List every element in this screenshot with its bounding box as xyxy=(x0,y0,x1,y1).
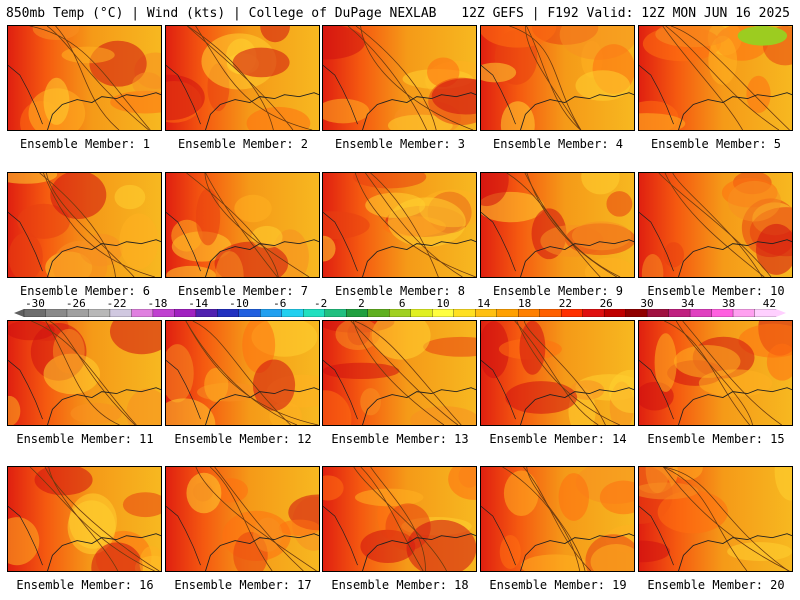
map-title: 850mb Temp (°C) | Wind (kts) | College o… xyxy=(6,6,437,21)
colorbar-swatch xyxy=(152,309,175,317)
colorbar-right-arrow xyxy=(776,309,786,317)
ensemble-member-label: Ensemble Member: 15 xyxy=(647,432,785,446)
ensemble-member-label: Ensemble Member: 16 xyxy=(16,578,154,592)
colorbar-swatch xyxy=(754,309,777,317)
ensemble-map-panel xyxy=(165,466,320,572)
colorbar-tick-label: -10 xyxy=(229,297,249,310)
ensemble-map-panel xyxy=(165,320,320,426)
ensemble-member-label: Ensemble Member: 14 xyxy=(489,432,627,446)
colorbar-left-arrow xyxy=(14,309,24,317)
colorbar-swatch xyxy=(518,309,541,317)
ensemble-map-panel xyxy=(480,466,635,572)
ensemble-member-label: Ensemble Member: 18 xyxy=(331,578,469,592)
ensemble-map-panel xyxy=(165,172,320,278)
ensemble-map-panel xyxy=(322,466,477,572)
ensemble-member-label: Ensemble Member: 19 xyxy=(489,578,627,592)
colorbar-tick-label: -22 xyxy=(106,297,127,310)
colorbar-swatch xyxy=(625,309,648,317)
ensemble-map-panel xyxy=(7,320,162,426)
colorbar-tick-label: 26 xyxy=(599,297,613,310)
colorbar-swatch xyxy=(389,309,412,317)
ensemble-member-label: Ensemble Member: 2 xyxy=(177,137,309,151)
colorbar-tick-label: 22 xyxy=(558,297,573,310)
colorbar-tick-label: 42 xyxy=(762,297,777,310)
ensemble-map-panel xyxy=(480,320,635,426)
ensemble-member-label: Ensemble Member: 7 xyxy=(177,284,309,298)
colorbar-tick-label: 38 xyxy=(721,297,736,310)
colorbar-tick-label: 18 xyxy=(517,297,532,310)
ensemble-member-label: Ensemble Member: 12 xyxy=(174,432,312,446)
colorbar-swatch xyxy=(260,309,283,317)
ensemble-member-label: Ensemble Member: 13 xyxy=(331,432,469,446)
colorbar-swatch xyxy=(410,309,433,317)
colorbar-swatch xyxy=(539,309,562,317)
colorbar-swatch xyxy=(496,309,519,317)
ensemble-member-label: Ensemble Member: 17 xyxy=(174,578,312,592)
ensemble-map-panel xyxy=(7,25,162,131)
ensemble-map-panel xyxy=(322,172,477,278)
ensemble-member-label: Ensemble Member: 6 xyxy=(19,284,151,298)
colorbar-swatch xyxy=(238,309,261,317)
ensemble-member-label: Ensemble Member: 11 xyxy=(16,432,154,446)
ensemble-map-panel xyxy=(480,25,635,131)
ensemble-map-panel xyxy=(480,172,635,278)
ensemble-map-panel xyxy=(322,25,477,131)
ensemble-member-label: Ensemble Member: 9 xyxy=(492,284,624,298)
ensemble-map-panel xyxy=(638,172,793,278)
colorbar-tick-label: -30 xyxy=(25,297,45,310)
ensemble-member-label: Ensemble Member: 8 xyxy=(334,284,466,298)
colorbar-swatch xyxy=(646,309,670,317)
ensemble-member-label: Ensemble Member: 1 xyxy=(19,137,151,151)
colorbar-tick-label: 6 xyxy=(398,297,406,310)
ensemble-map-panel xyxy=(165,25,320,131)
ensemble-map-panel xyxy=(7,466,162,572)
colorbar-swatch xyxy=(475,309,498,317)
ensemble-map-panel xyxy=(322,320,477,426)
colorbar-swatch xyxy=(603,309,627,317)
ensemble-map-panel xyxy=(638,466,793,572)
colorbar-swatch xyxy=(324,309,347,317)
ensemble-member-label: Ensemble Member: 3 xyxy=(334,137,466,151)
colorbar-swatch xyxy=(88,309,111,317)
ensemble-member-label: Ensemble Member: 10 xyxy=(647,284,785,298)
colorbar-tick-label: 14 xyxy=(477,297,491,310)
colorbar-swatch xyxy=(346,309,369,317)
colorbar-swatch xyxy=(281,309,304,317)
colorbar-tick-label: -2 xyxy=(313,297,328,310)
colorbar-swatch xyxy=(711,309,734,317)
colorbar-tick-label: -26 xyxy=(65,297,86,310)
colorbar-swatch xyxy=(131,309,154,317)
colorbar-swatch xyxy=(453,309,476,317)
colorbar-swatch xyxy=(174,309,197,317)
ensemble-map-panel xyxy=(638,320,793,426)
colorbar-tick-label: 30 xyxy=(640,297,654,310)
colorbar-swatch xyxy=(45,309,68,317)
colorbar-swatch xyxy=(195,309,218,317)
colorbar-swatch xyxy=(582,309,605,317)
ensemble-member-label: Ensemble Member: 5 xyxy=(650,137,782,151)
ensemble-member-label: Ensemble Member: 20 xyxy=(647,578,785,592)
colorbar-swatch xyxy=(23,309,46,317)
colorbar-swatch xyxy=(668,309,691,317)
ensemble-map-panel xyxy=(7,172,162,278)
colorbar-tick-label: 10 xyxy=(436,297,450,310)
colorbar-tick-label: -14 xyxy=(188,297,209,310)
colorbar-swatch xyxy=(66,309,89,317)
colorbar-tick-label: 34 xyxy=(681,297,695,310)
colorbar-swatch xyxy=(217,309,240,317)
colorbar-swatch xyxy=(109,309,132,317)
valid-time: 12Z GEFS | F192 Valid: 12Z MON JUN 16 20… xyxy=(461,6,790,21)
colorbar-tick-label: -6 xyxy=(273,297,287,310)
colorbar-swatch xyxy=(367,309,390,317)
colorbar-swatch xyxy=(732,309,755,317)
color-scale-bar xyxy=(14,309,786,317)
colorbar-swatch xyxy=(689,309,712,317)
colorbar-swatch xyxy=(432,309,455,317)
colorbar-tick-label: 2 xyxy=(358,297,365,310)
colorbar-tick-label: -18 xyxy=(147,297,168,310)
ensemble-map-panel xyxy=(638,25,793,131)
ensemble-member-label: Ensemble Member: 4 xyxy=(492,137,624,151)
colorbar-swatch xyxy=(560,309,584,317)
colorbar-swatch xyxy=(303,309,326,317)
